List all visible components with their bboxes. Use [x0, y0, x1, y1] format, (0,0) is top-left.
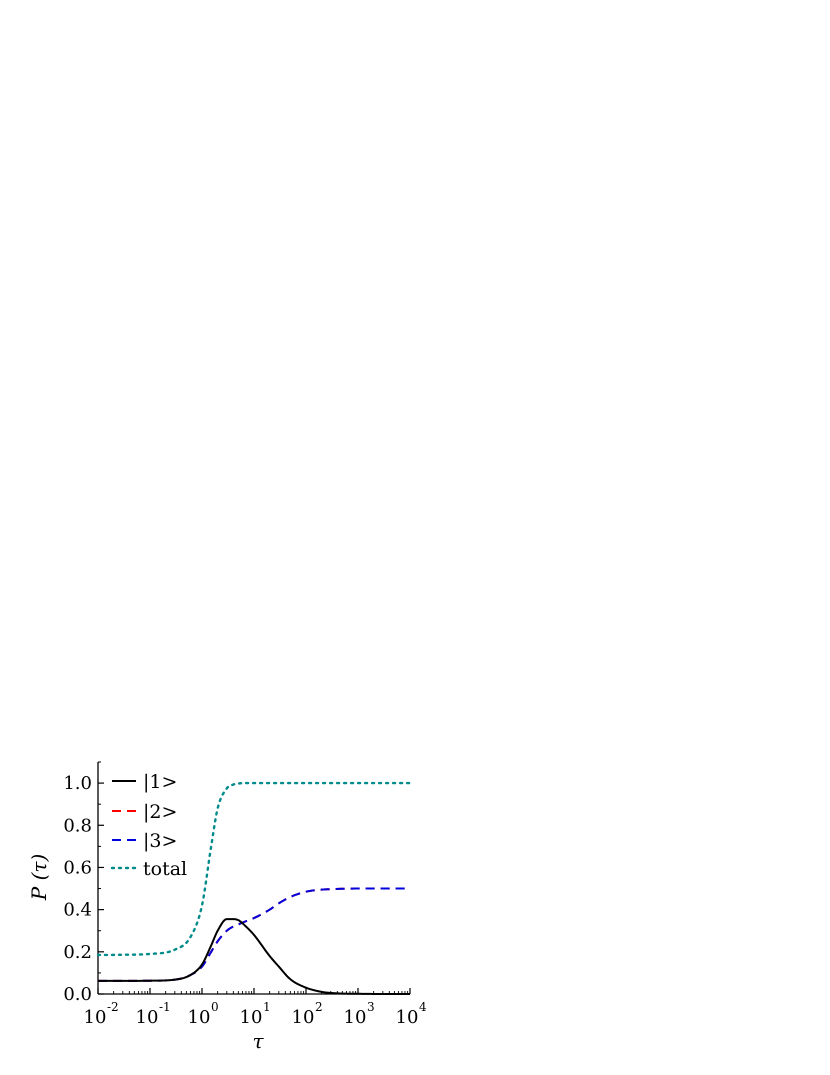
y-tick-label: 0.0	[63, 984, 92, 1005]
x-tick-exponent: 2	[315, 1000, 323, 1014]
y-tick-label: 0.6	[63, 857, 92, 878]
series-line-total	[96, 781, 412, 957]
legend: |1> |2> |3> total	[110, 771, 187, 880]
y-tick-label: 0.4	[63, 900, 92, 921]
legend-label-total: total	[143, 858, 187, 880]
x-tick-label: 10	[292, 1007, 315, 1028]
x-tick-label: 10	[188, 1007, 211, 1028]
x-tick-label: 10	[136, 1007, 159, 1028]
y-tick-label: 0.2	[63, 942, 92, 963]
legend-label-state-3: |3>	[143, 830, 177, 852]
y-axis-label: P (τ)	[27, 854, 51, 901]
x-tick-exponent: 3	[367, 1000, 375, 1014]
x-axis-label: τ	[252, 1029, 264, 1053]
x-tick-label: 10	[240, 1007, 263, 1028]
x-tick-exponent: -1	[159, 1000, 171, 1014]
series-line-state-3	[98, 887, 410, 982]
x-tick-label: 10	[396, 1007, 419, 1028]
x-tick-exponent: -2	[107, 1000, 119, 1014]
x-tick-label: 10	[84, 1007, 107, 1028]
series-layer	[96, 781, 412, 995]
y-tick-label: 0.8	[63, 815, 92, 836]
x-tick-exponent: 4	[419, 1000, 427, 1014]
series-line-state-1	[98, 918, 410, 995]
axes: 0.00.20.40.60.81.010 -2 10 -1 10 0 10 1 10 2 10 3 10…	[63, 761, 427, 1028]
y-tick-label: 1.0	[63, 773, 92, 794]
x-tick-exponent: 1	[263, 1000, 271, 1014]
x-tick-label: 10	[344, 1007, 367, 1028]
legend-label-state-1: |1>	[143, 771, 177, 793]
legend-label-state-2: |2>	[143, 801, 177, 823]
x-tick-exponent: 0	[211, 1000, 219, 1014]
